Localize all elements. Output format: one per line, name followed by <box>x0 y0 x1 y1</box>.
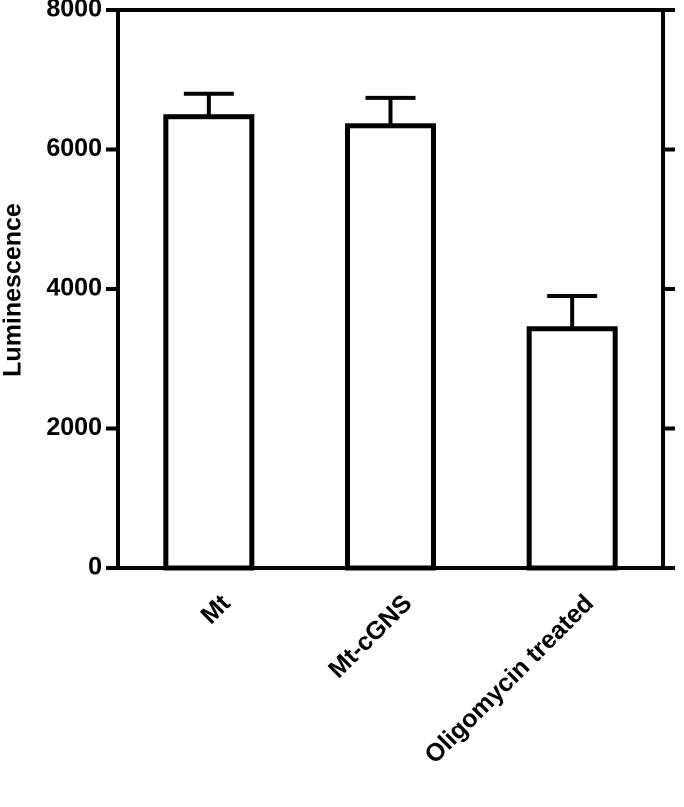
bar <box>526 326 618 571</box>
bar <box>163 114 255 571</box>
y-tick-label: 8000 <box>46 0 102 23</box>
y-tick-label: 2000 <box>46 413 102 441</box>
y-tick-label: 6000 <box>46 134 102 162</box>
y-tick-label: 4000 <box>46 274 102 302</box>
bar <box>345 123 436 571</box>
y-tick-label: 0 <box>88 553 102 581</box>
x-tick-label: Mt-cGNS <box>323 589 417 683</box>
x-tick-label: Mt <box>195 589 236 630</box>
y-axis-label: Luminescence <box>0 203 27 377</box>
x-tick-label: Oligomycin treated <box>419 589 599 769</box>
